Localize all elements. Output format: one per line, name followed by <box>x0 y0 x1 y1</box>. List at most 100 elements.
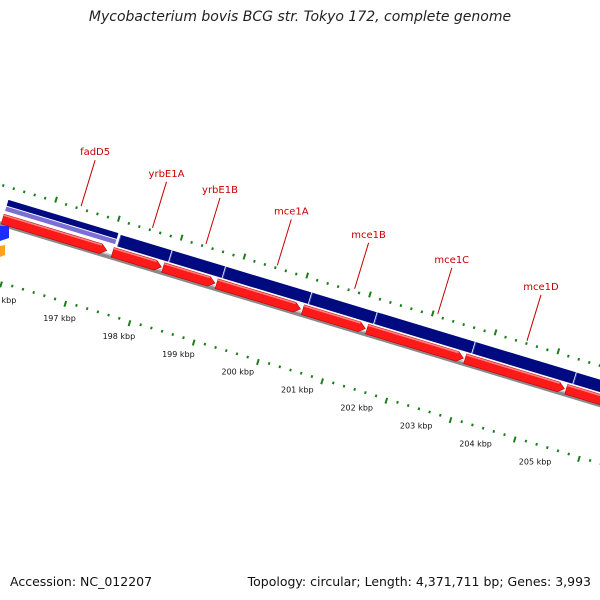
kbp-label: 201 kbp <box>281 386 314 395</box>
kbp-label: 199 kbp <box>162 350 195 359</box>
gc-tick <box>43 294 46 298</box>
gc-tick <box>54 196 58 203</box>
edge-feature-blue <box>0 226 9 241</box>
gc-tick <box>191 339 196 346</box>
gene-label: mce1B <box>351 230 386 241</box>
cds-highlight <box>164 262 211 279</box>
navy-track-feature <box>573 372 600 393</box>
gc-tick <box>535 442 538 446</box>
gc-tick <box>256 358 260 366</box>
cds-arrow <box>301 304 366 332</box>
gc-tick <box>224 349 228 353</box>
gene-label: fadD5 <box>80 147 110 158</box>
map-title: Mycobacterium bovis BCG str. Tokyo 172, … <box>88 9 512 25</box>
gc-tick <box>85 307 89 311</box>
edge-feature-orange <box>0 245 5 257</box>
navy-block-divider <box>117 234 122 247</box>
gc-tick <box>524 439 528 443</box>
gc-tick <box>263 262 267 267</box>
gc-tick <box>274 266 277 270</box>
gc-tick <box>396 400 399 404</box>
gene-label: yrbE1A <box>149 169 185 180</box>
gc-tick <box>294 272 298 276</box>
gc-tick <box>336 285 340 289</box>
gc-tick <box>493 329 498 336</box>
gc-ticks-layer <box>0 184 600 465</box>
gc-tick <box>399 304 403 308</box>
cds-highlight <box>303 305 361 324</box>
gene-leader-line <box>526 294 542 341</box>
gc-tick <box>389 300 392 304</box>
gc-tick <box>235 352 239 356</box>
cds-highlight <box>567 384 600 397</box>
navy-track-feature <box>374 312 475 354</box>
gc-tick <box>190 240 193 244</box>
gc-tick <box>374 394 378 398</box>
gc-tick <box>428 410 431 414</box>
gc-tick <box>232 253 235 257</box>
gc-tick <box>588 458 592 463</box>
gc-tick <box>137 225 141 229</box>
gc-tick <box>171 332 175 337</box>
navy-block-divider <box>222 266 227 279</box>
gc-tick <box>221 250 225 254</box>
cds-arrow <box>564 384 600 405</box>
gc-tick <box>75 303 78 307</box>
navy-block-divider <box>472 342 477 354</box>
gc-tick <box>53 297 57 301</box>
kbp-label: 198 kbp <box>103 332 136 341</box>
gc-tick <box>214 345 217 349</box>
navy-track-feature <box>309 292 377 324</box>
gc-tick <box>148 228 152 232</box>
gc-tick <box>546 348 549 352</box>
gc-tick <box>420 310 424 314</box>
gc-tick <box>347 288 350 292</box>
navy-block-divider <box>573 372 578 385</box>
gene-label: mce1D <box>523 282 559 293</box>
gc-tick <box>492 429 496 433</box>
gc-tick <box>1 184 5 188</box>
gc-tick <box>430 310 435 317</box>
topology-summary: Topology: circular; Length: 4,371,711 bp… <box>247 574 591 589</box>
gc-tick <box>441 316 445 320</box>
gc-tick <box>211 247 214 251</box>
gc-tick <box>556 348 561 355</box>
gc-tick <box>451 319 455 323</box>
cds-arrow <box>161 262 216 287</box>
cds-highlight <box>367 324 459 354</box>
gc-tick <box>127 221 131 225</box>
gc-tick <box>438 413 442 417</box>
gc-tick <box>96 310 100 314</box>
navy-track-feature <box>169 250 226 278</box>
kbp-label: 205 kbp <box>519 457 552 466</box>
gene-leader-line <box>354 242 370 289</box>
gc-tick <box>85 209 89 213</box>
gc-tick <box>481 426 485 430</box>
gc-tick <box>64 202 68 207</box>
gc-tick <box>331 381 335 385</box>
gc-tick <box>483 329 486 333</box>
gc-tick <box>384 397 389 404</box>
gc-tick <box>107 313 110 317</box>
cds-highlight <box>466 354 560 384</box>
cds-arrow <box>463 353 565 393</box>
gc-tick <box>96 212 99 216</box>
gc-tick <box>21 287 25 291</box>
kbp-layer: 196 kbp 197 kbp 198 kbp 199 kbp 200 kbp 201 k… <box>0 296 551 467</box>
navy-track-feature <box>117 235 172 262</box>
kbp-label: 200 kbp <box>221 368 254 377</box>
gc-tick <box>525 341 528 346</box>
gene-leader-line <box>205 197 221 245</box>
cds-arrow <box>0 213 108 254</box>
cds-layer <box>0 213 600 405</box>
gc-tick <box>320 378 324 385</box>
gc-tick <box>0 281 3 288</box>
gc-tick <box>75 206 78 210</box>
cds-arrow <box>214 278 301 313</box>
gc-tick <box>267 362 271 366</box>
gc-tick <box>460 420 464 424</box>
navy-block-divider <box>373 312 379 325</box>
gc-tick <box>417 407 421 411</box>
gc-tick <box>169 234 173 238</box>
